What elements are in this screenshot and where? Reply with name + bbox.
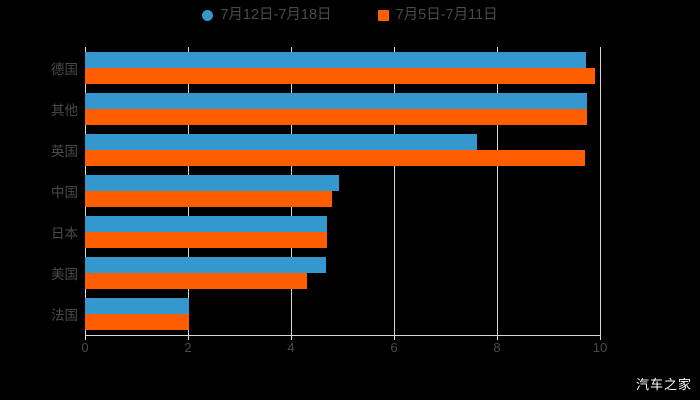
- bar-英国-series-1: [85, 133, 477, 150]
- category-label-英国: 英国: [51, 143, 78, 159]
- legend-label: 7月12日-7月18日: [220, 6, 332, 23]
- x-axis-tick-label: 8: [493, 340, 501, 355]
- bar-法国-series-1: [85, 298, 190, 315]
- x-axis-tick-label: 6: [390, 340, 398, 355]
- bar-德国-series-2: [85, 67, 595, 84]
- square-marker-icon: [377, 9, 389, 21]
- legend-item-series-2[interactable]: 7月5日-7月11日: [377, 6, 498, 23]
- x-gridline: [497, 47, 498, 335]
- category-label-其他: 其他: [51, 102, 78, 118]
- category-label-德国: 德国: [51, 61, 78, 77]
- bar-美国-series-1: [85, 257, 327, 274]
- category-label-日本: 日本: [51, 226, 78, 242]
- x-axis-tick: [188, 335, 189, 340]
- plot-area: [85, 47, 601, 335]
- bar-日本-series-1: [85, 216, 328, 233]
- x-axis-tick: [291, 335, 292, 340]
- y-axis-category-labels: 德国其他英国中国日本美国法国: [0, 0, 78, 400]
- x-axis-tick-label: 4: [287, 340, 295, 355]
- bar-美国-series-2: [85, 273, 307, 290]
- bar-中国-series-1: [85, 175, 339, 191]
- bar-日本-series-2: [85, 232, 328, 249]
- x-gridline: [600, 47, 601, 335]
- bar-其他-series-1: [85, 92, 588, 109]
- legend-label: 7月5日-7月11日: [395, 6, 498, 23]
- category-label-美国: 美国: [51, 267, 78, 283]
- x-axis-tick: [497, 335, 498, 340]
- category-label-法国: 法国: [51, 308, 78, 324]
- circle-marker-icon: [202, 9, 214, 21]
- legend-item-series-1[interactable]: 7月12日-7月18日: [202, 6, 332, 23]
- x-axis-tick: [85, 335, 86, 340]
- bar-德国-series-1: [85, 51, 587, 68]
- bar-中国-series-2: [85, 191, 333, 207]
- bar-法国-series-2: [85, 314, 190, 331]
- x-axis-tick-label: 10: [592, 340, 608, 355]
- x-axis-tick-label: 2: [184, 340, 192, 355]
- bar-英国-series-2: [85, 149, 586, 166]
- x-axis-tick-label: 0: [81, 340, 89, 355]
- x-gridline: [394, 47, 395, 335]
- bar-其他-series-2: [85, 108, 588, 125]
- chart-legend: 7月12日-7月18日 7月5日-7月11日: [0, 0, 700, 30]
- x-axis-tick: [394, 335, 395, 340]
- x-axis-tick: [600, 335, 601, 340]
- x-axis-line: [85, 335, 601, 336]
- watermark: 汽车之家: [635, 377, 692, 392]
- category-label-中国: 中国: [51, 185, 78, 200]
